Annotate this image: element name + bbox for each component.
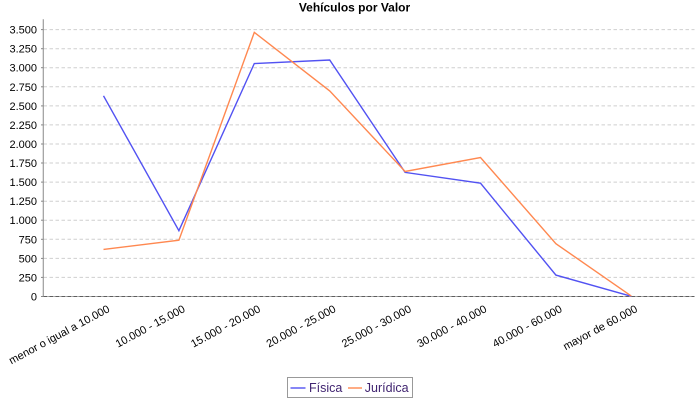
svg-text:1.000: 1.000 [9,215,37,227]
svg-text:2.750: 2.750 [9,82,37,94]
svg-text:3.000: 3.000 [9,63,37,75]
svg-text:500: 500 [19,253,37,265]
svg-text:2.250: 2.250 [9,120,37,132]
svg-text:2.000: 2.000 [9,139,37,151]
svg-text:Vehículos por Valor: Vehículos por Valor [299,1,411,15]
svg-text:1.250: 1.250 [9,196,37,208]
svg-text:3.250: 3.250 [9,44,37,56]
svg-text:1.500: 1.500 [9,177,37,189]
svg-text:Física: Física [309,381,342,395]
svg-text:Jurídica: Jurídica [365,381,409,395]
svg-text:750: 750 [19,234,37,246]
svg-text:3.500: 3.500 [9,25,37,37]
svg-text:1.750: 1.750 [9,158,37,170]
svg-text:0: 0 [31,292,37,304]
svg-text:2.500: 2.500 [9,101,37,113]
svg-text:250: 250 [19,272,37,284]
